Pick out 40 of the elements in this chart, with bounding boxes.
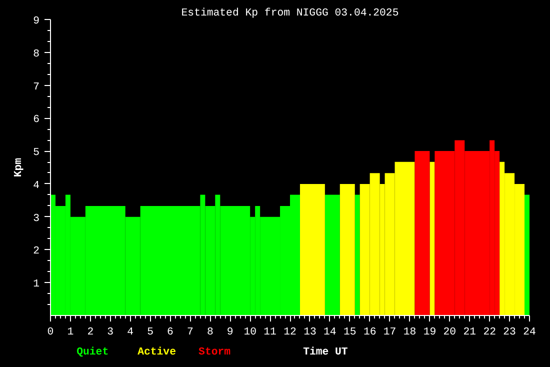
x-tick-label: 21 <box>463 326 476 338</box>
y-tick-label: 1 <box>33 278 40 291</box>
text: Active <box>138 346 176 358</box>
y-tick-label: 2 <box>33 246 40 258</box>
x-tick-label: 16 <box>363 326 376 338</box>
x-tick-label: 2 <box>87 326 94 338</box>
y-tick-label: 3 <box>33 212 40 225</box>
y-tick-label: 5 <box>33 147 40 160</box>
x-tick-label: 3 <box>107 326 114 338</box>
x-tick-label: 23 <box>503 326 516 338</box>
x-tick-label: 12 <box>284 326 296 338</box>
x-axis-title: Time UT <box>303 346 348 358</box>
y-axis-title: Kpm <box>13 158 26 178</box>
y-tick-label: 6 <box>33 114 40 126</box>
x-tick-label: 1 <box>67 326 74 338</box>
x-tick-label: 24 <box>523 326 536 338</box>
x-tick-label: 8 <box>206 326 214 338</box>
x-tick-label: 15 <box>343 326 356 338</box>
x-tick-label: 22 <box>483 326 496 338</box>
x-tick-label: 10 <box>244 326 256 338</box>
y-tick-label: 4 <box>33 180 40 192</box>
x-tick-label: 7 <box>187 326 194 338</box>
x-tick-label: 6 <box>167 326 174 338</box>
x-tick-label: 9 <box>226 326 234 338</box>
text: Quiet <box>76 346 109 358</box>
chart-title: Estimated Kp from NIGGG 03.04.2025 <box>181 8 399 20</box>
x-tick-label: 11 <box>264 326 276 338</box>
x-tick-label: 14 <box>324 326 336 338</box>
x-tick-label: 18 <box>403 326 416 338</box>
x-tick-label: 5 <box>147 326 154 338</box>
text: Storm <box>198 346 231 358</box>
y-tick-label: 9 <box>33 16 40 28</box>
x-tick-label: 4 <box>127 326 134 338</box>
y-tick-label: 8 <box>33 48 40 60</box>
x-tick-label: 19 <box>423 326 436 338</box>
x-tick-label: 20 <box>443 326 456 338</box>
x-tick-label: 17 <box>383 326 396 338</box>
x-tick-label: 13 <box>304 326 316 338</box>
x-tick-label: 0 <box>47 326 54 338</box>
y-tick-label: 7 <box>33 81 40 94</box>
